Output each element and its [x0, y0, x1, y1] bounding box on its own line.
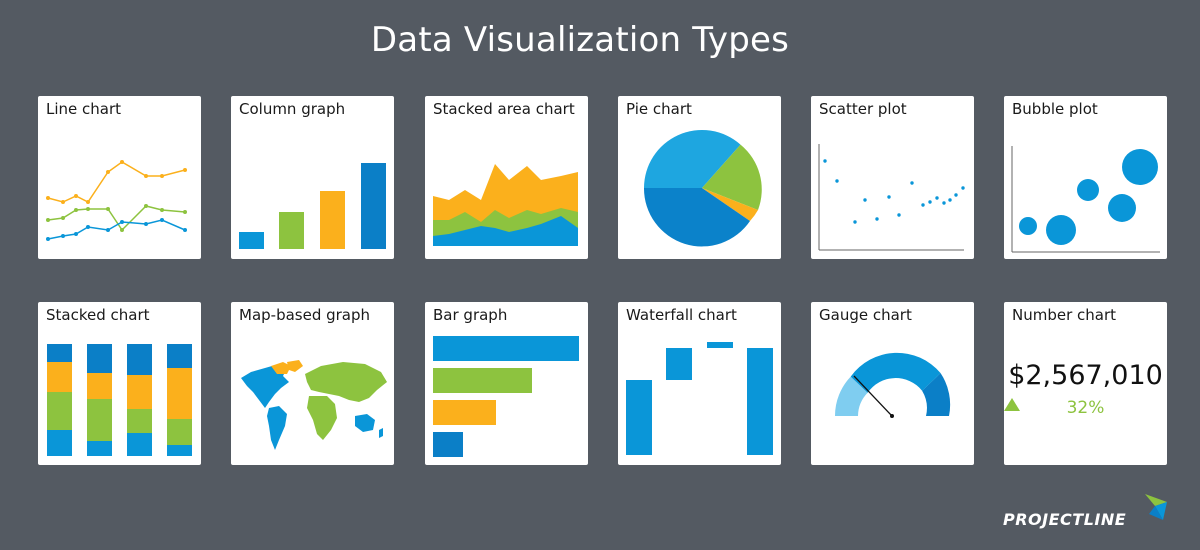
map-canada-highlight: [271, 362, 291, 374]
pie-chart-thumbnail: [643, 129, 762, 247]
number-chart-change-value: 32%: [1066, 398, 1105, 418]
bubbles: [1019, 149, 1158, 245]
map-north-america: [241, 364, 289, 408]
waterfall-bar: [626, 380, 652, 455]
card-stacked-area-chart: Stacked area chart: [425, 96, 588, 259]
projectline-logo-icon: [1145, 494, 1167, 520]
card-label: Map-based graph: [239, 306, 371, 324]
card-label: Stacked chart: [46, 306, 150, 324]
column-bar: [361, 163, 386, 249]
stacked-column: [167, 344, 192, 456]
map-australia: [355, 414, 375, 432]
card-pie-chart: Pie chart: [618, 96, 781, 259]
triangle-up-icon: [1004, 398, 1020, 411]
pie-slice-orange: [702, 188, 758, 221]
column-bar: [239, 232, 264, 249]
map-greenland: [287, 360, 303, 372]
card-gauge-chart: Gauge chart: [811, 302, 974, 465]
world-map-thumbnail: [241, 360, 387, 450]
stacked-area-thumbnail: [433, 164, 578, 246]
gauge-needle: [853, 375, 893, 417]
card-label: Line chart: [46, 100, 122, 118]
card-label: Scatter plot: [819, 100, 907, 118]
stacked-chart-thumbnail: [47, 344, 192, 456]
horizontal-bar: [433, 368, 532, 393]
card-bubble-plot: Bubble plot: [1004, 96, 1167, 259]
stacked-column: [127, 344, 152, 456]
line-series-green: [47, 205, 186, 232]
brand-name: PROJECTLINE: [1003, 510, 1127, 529]
gauge-segment-dark: [922, 373, 951, 416]
card-label: Stacked area chart: [433, 100, 575, 118]
card-label: Bar graph: [433, 306, 508, 324]
card-label: Number chart: [1012, 306, 1117, 324]
column-bar: [320, 191, 345, 249]
card-bar-graph: Bar graph: [425, 302, 588, 465]
horizontal-bar: [433, 336, 579, 361]
card-stacked-chart: Stacked chart: [38, 302, 201, 465]
card-label: Bubble plot: [1012, 100, 1098, 118]
waterfall-bar: [666, 348, 692, 380]
card-label: Gauge chart: [819, 306, 912, 324]
map-new-zealand: [379, 428, 383, 438]
number-chart-change: 32%: [1004, 398, 1167, 418]
card-label: Pie chart: [626, 100, 692, 118]
pie-slice-green: [702, 144, 762, 210]
map-africa: [307, 396, 337, 440]
pie-slice-light-blue: [644, 129, 741, 188]
waterfall-bar: [747, 348, 773, 455]
number-chart-value: $2,567,010: [1008, 360, 1163, 391]
horizontal-bar: [433, 432, 463, 457]
line-chart-thumbnail: [46, 160, 187, 241]
gauge-segment-main: [850, 352, 941, 393]
card-number-chart: Number chart $2,567,010 32%: [1004, 302, 1167, 465]
scatter-points: [823, 159, 965, 224]
stacked-column: [47, 344, 72, 456]
waterfall-bar: [707, 342, 733, 348]
card-map-based-graph: Map-based graph: [231, 302, 394, 465]
card-column-graph: Column graph: [231, 96, 394, 259]
line-series-orange: [47, 161, 186, 203]
gauge-segment-light: [834, 376, 868, 416]
column-graph-thumbnail: [239, 163, 386, 249]
page-title: Data Visualization Types: [370, 20, 790, 60]
map-south-america: [267, 406, 287, 450]
card-label: Column graph: [239, 100, 346, 118]
scatter-plot-thumbnail: [818, 144, 965, 251]
card-line-chart: Line chart: [38, 96, 201, 259]
column-bar: [279, 212, 304, 249]
card-label: Waterfall chart: [626, 306, 737, 324]
gauge-chart-thumbnail: [834, 352, 951, 418]
map-europe-asia: [305, 362, 387, 402]
waterfall-chart-thumbnail: [626, 342, 773, 455]
bubble-plot-thumbnail: [1011, 146, 1160, 253]
area-blue: [433, 216, 578, 246]
pie-slice-blue: [643, 188, 750, 247]
bar-graph-thumbnail: [433, 336, 579, 457]
horizontal-bar: [433, 400, 496, 425]
stacked-column: [87, 344, 112, 456]
card-scatter-plot: Scatter plot: [811, 96, 974, 259]
card-waterfall-chart: Waterfall chart: [618, 302, 781, 465]
